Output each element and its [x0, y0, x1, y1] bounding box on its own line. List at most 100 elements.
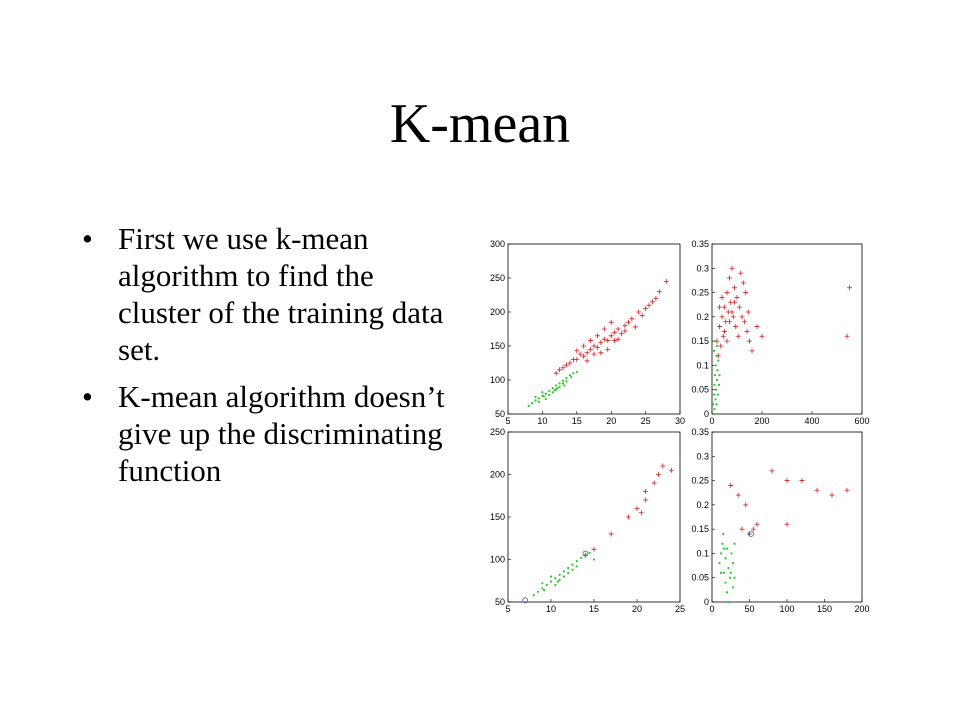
y-tick-label: 250 [490, 427, 505, 437]
data-point-series-2 [556, 387, 559, 390]
data-point-series-2 [554, 583, 557, 587]
data-point-series-2 [584, 553, 587, 556]
data-point-series-1 [608, 531, 614, 537]
y-tick-label: 100 [490, 555, 505, 565]
data-point-series-1 [737, 304, 742, 310]
data-point-series-1 [733, 324, 739, 330]
data-point-series-2 [551, 391, 554, 394]
data-point-series-1 [732, 285, 737, 291]
data-point-series-1 [732, 299, 737, 305]
data-point-series-1 [567, 360, 573, 366]
slide-title: K-mean [389, 93, 571, 155]
data-point-series-1 [646, 302, 652, 308]
data-point-series-2 [717, 383, 721, 386]
data-point-series-2 [537, 590, 540, 593]
data-point-series-2 [713, 383, 716, 386]
y-tick-label: 0.2 [696, 312, 709, 322]
data-point-series-2 [575, 370, 578, 373]
data-point-series-1 [577, 351, 583, 357]
data-point-series-1 [605, 346, 611, 352]
data-point-series-1 [735, 333, 741, 339]
data-point-series-2 [565, 376, 568, 380]
data-point-series-1 [829, 492, 835, 498]
data-point-series-1 [557, 367, 563, 373]
data-point-series-1 [560, 365, 566, 371]
data-point-series-1 [750, 526, 756, 532]
y-tick-label: 150 [490, 512, 505, 522]
scatter-plot-grid: 5 10 15 20 25 30 50 100 150 200 250 300 0 200 400 600 0 0… [480, 232, 880, 617]
y-tick-label: 50 [495, 409, 505, 419]
data-point-series-2 [534, 399, 537, 402]
data-point-series-2 [575, 565, 578, 568]
data-point-series-1 [584, 350, 590, 356]
data-point-series-2 [733, 576, 736, 579]
data-point-series-1 [742, 319, 747, 325]
data-point-series-2 [722, 532, 725, 536]
plot-frame [507, 431, 681, 603]
data-point-series-2 [714, 388, 718, 391]
y-tick-label: 150 [490, 341, 505, 351]
data-point-series-2 [558, 382, 561, 385]
data-point-series-1 [563, 362, 569, 368]
x-tick-label: 100 [779, 604, 794, 614]
bullet-dot-icon: • [82, 379, 93, 414]
data-point-series-2 [718, 374, 721, 377]
data-point-series-2 [713, 374, 717, 377]
data-point-series-1 [745, 309, 751, 315]
data-point-series-2 [567, 566, 570, 570]
data-point-series-1 [643, 306, 649, 312]
data-point-series-2 [716, 393, 720, 396]
data-point-series-2 [544, 392, 547, 395]
data-point-series-1 [724, 338, 730, 344]
data-point-series-2 [725, 547, 729, 550]
data-point-series-1 [660, 463, 666, 469]
data-point-series-1 [601, 326, 607, 332]
data-point-series-2 [555, 384, 558, 387]
data-point-series-1 [625, 319, 631, 325]
y-tick-label: 0.15 [691, 524, 709, 534]
data-point-series-1 [663, 278, 669, 284]
plot-frame [507, 243, 681, 415]
data-point-series-1 [754, 324, 760, 330]
y-tick-label: 0.35 [691, 427, 709, 437]
data-point-series-2 [541, 582, 544, 585]
data-point-series-2 [712, 412, 715, 416]
data-point-series-1 [784, 478, 790, 484]
x-tick-label: 25 [641, 416, 651, 426]
data-point-series-1 [639, 312, 645, 318]
data-point-series-2 [527, 404, 530, 407]
data-point-series-1 [717, 304, 722, 310]
x-tick-label: 200 [854, 604, 869, 614]
data-point-series-2 [721, 542, 724, 545]
data-point-series-2 [729, 571, 732, 574]
data-point-series-2 [716, 369, 719, 372]
data-point-series-2 [570, 376, 573, 379]
data-point-series-2 [731, 562, 735, 565]
y-tick-label: 0.3 [696, 263, 709, 273]
data-point-series-2 [575, 560, 578, 563]
x-tick-label: 20 [606, 416, 616, 426]
data-point-series-1 [668, 467, 674, 473]
data-point-series-1 [588, 346, 594, 352]
data-point-series-1 [632, 324, 638, 330]
bullet-item: • First we use k-mean algorithm to find … [82, 220, 452, 368]
data-point-series-2 [717, 359, 720, 362]
x-tick-label: 20 [632, 604, 642, 614]
x-tick-label: 25 [675, 604, 685, 614]
x-tick-label: 10 [537, 416, 547, 426]
y-tick-label: 0.1 [696, 548, 709, 558]
y-tick-label: 0.25 [691, 476, 709, 486]
x-tick-label: 600 [854, 416, 869, 426]
y-tick-label: 0.1 [696, 360, 709, 370]
data-point-series-1 [619, 331, 625, 337]
data-point-series-1 [844, 487, 850, 493]
data-point-series-1 [598, 340, 604, 346]
data-point-series-1 [718, 343, 724, 349]
x-tick-label: 0 [709, 604, 714, 614]
x-tick-label: 30 [675, 416, 685, 426]
data-point-series-1 [754, 521, 760, 527]
data-point-series-2 [718, 562, 721, 565]
data-point-series-2 [722, 547, 726, 550]
data-point-series-1 [591, 546, 597, 552]
data-point-series-1 [727, 319, 732, 325]
